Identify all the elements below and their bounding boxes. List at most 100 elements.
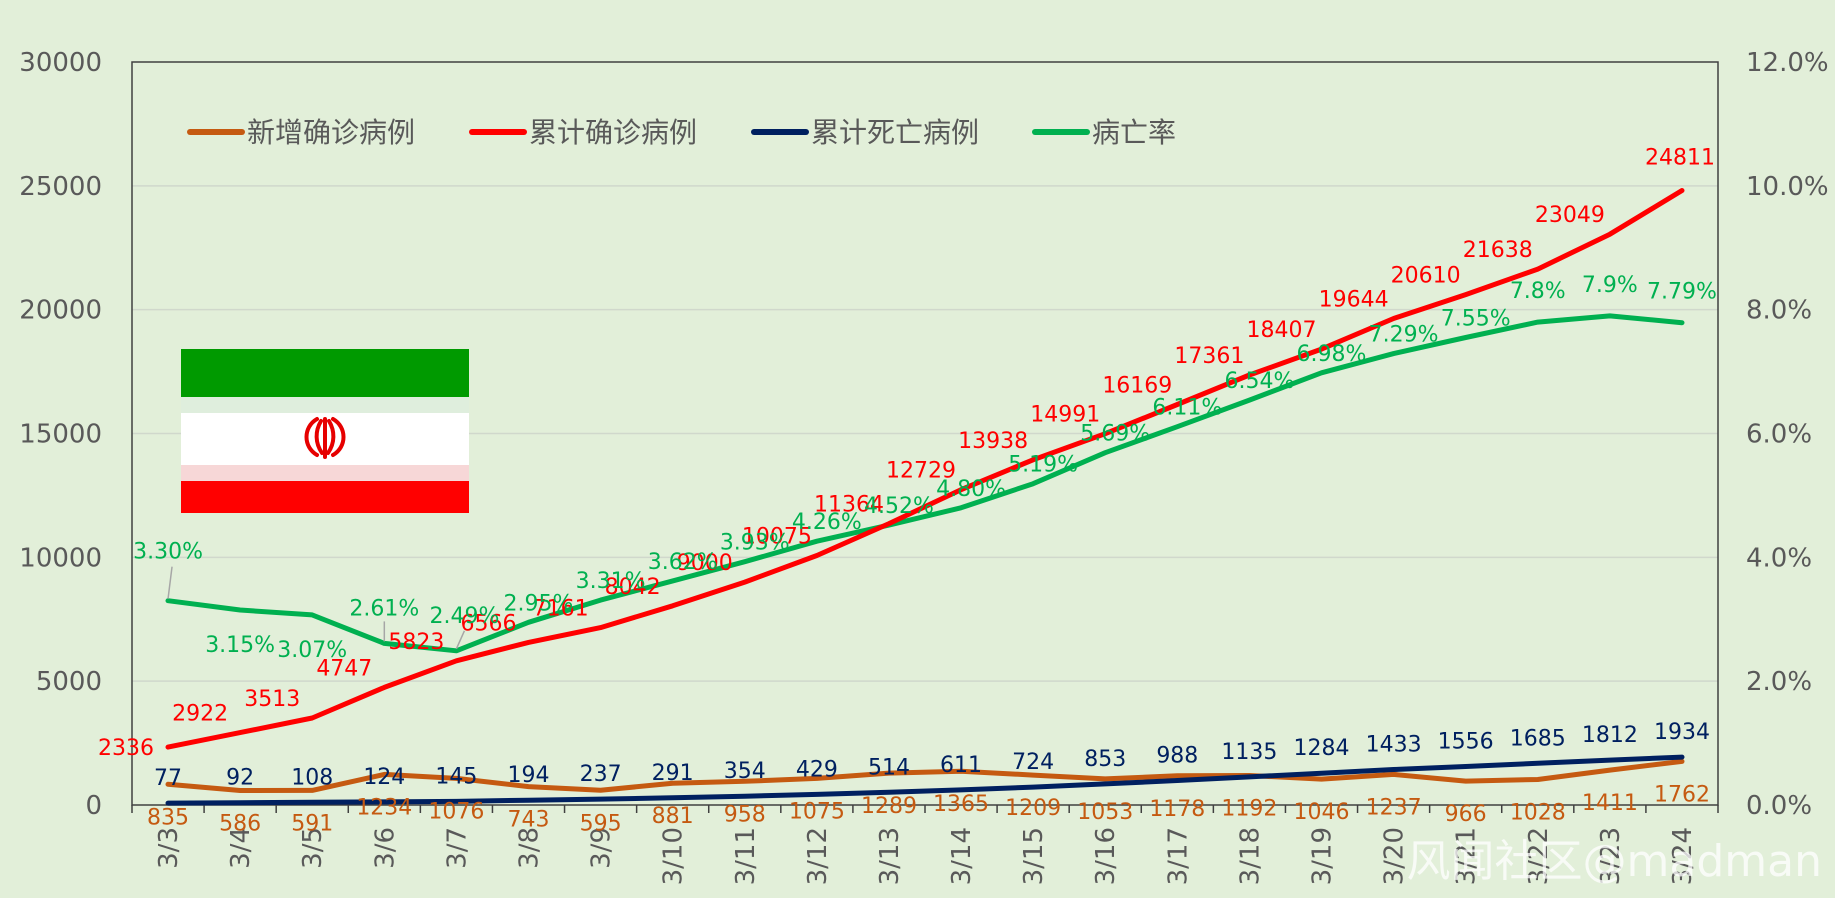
deaths-label: 291	[652, 761, 694, 786]
fatality-rate-label: 6.11%	[1152, 396, 1222, 421]
x-tick-label: 3/4	[226, 827, 256, 869]
total-cases-label: 23049	[1535, 203, 1605, 228]
new-cases-label: 1053	[1077, 800, 1133, 825]
y-left-tick-label: 15000	[19, 420, 102, 450]
total-cases-label: 2922	[172, 702, 228, 727]
total-cases-label: 21638	[1463, 238, 1533, 263]
new-cases-label: 1028	[1510, 801, 1566, 826]
series-lines	[165, 188, 1685, 806]
y-right-tick-label: 0.0%	[1746, 791, 1812, 821]
legend-label-1: 累计确诊病例	[529, 116, 697, 149]
x-tick-label: 3/13	[875, 827, 905, 885]
total-cases-label: 2336	[98, 736, 154, 761]
x-tick-label: 3/24	[1668, 827, 1698, 885]
fatality-rate-label: 3.15%	[205, 633, 275, 658]
total-cases-label: 19644	[1319, 287, 1389, 312]
y-left-tick-label: 10000	[19, 543, 102, 573]
y-right-tick-label: 10.0%	[1746, 172, 1829, 202]
y-right-tick-label: 6.0%	[1746, 420, 1812, 450]
new-cases-label: 1178	[1149, 797, 1205, 822]
fatality-rate-label: 3.30%	[133, 540, 203, 565]
deaths-label: 194	[508, 763, 550, 788]
deaths-label: 1284	[1294, 736, 1350, 761]
fatality-rate-label: 6.54%	[1224, 369, 1294, 394]
new-cases-label: 1234	[356, 795, 412, 820]
fatality-rate-label: 2.95%	[504, 591, 574, 616]
fatality-rate-label: 7.9%	[1582, 273, 1638, 298]
deaths-label: 92	[226, 766, 254, 791]
watermark: 风闻社区@madman	[1407, 836, 1822, 887]
y-right-tick-label: 4.0%	[1746, 543, 1812, 573]
x-tick-label: 3/6	[370, 827, 400, 869]
total-cases-label: 8042	[605, 575, 661, 600]
deaths-label: 1934	[1654, 720, 1710, 745]
total-cases-label: 7161	[533, 597, 589, 622]
deaths-label: 1812	[1582, 723, 1638, 748]
fatality-rate-label: 2.61%	[349, 596, 419, 621]
x-tick-label: 3/23	[1596, 827, 1626, 885]
y-left-tick-label: 25000	[19, 172, 102, 202]
total-cases-label: 12729	[886, 459, 956, 484]
new-cases-label: 1076	[428, 799, 484, 824]
total-cases-label: 4747	[316, 656, 372, 681]
deaths-label: 145	[435, 764, 477, 789]
deaths-label: 108	[291, 765, 333, 790]
total-cases-label: 14991	[1030, 403, 1100, 428]
x-tick-label: 3/14	[947, 827, 977, 885]
fatality-rate-label: 3.31%	[576, 569, 646, 594]
new-cases-label: 586	[219, 811, 261, 836]
new-cases-label: 881	[652, 804, 694, 829]
legend-label-2: 累计死亡病例	[811, 116, 979, 149]
fatality-rate-label: 5.19%	[1008, 453, 1078, 478]
deaths-label: 724	[1012, 750, 1054, 775]
x-tick-label: 3/3	[154, 827, 184, 869]
deaths-label: 988	[1156, 744, 1198, 769]
y-axis-right: 0.0% 2.0% 4.0% 6.0% 8.0% 10.0% 12.0%	[1746, 48, 1829, 821]
x-tick-label: 3/20	[1380, 827, 1410, 885]
total-cases-label: 20610	[1391, 264, 1461, 289]
y-axis-left: 0 5000 10000 15000 20000 25000 30000	[19, 48, 102, 821]
deaths-label: 429	[796, 757, 838, 782]
series-line-0	[165, 758, 1685, 793]
new-cases-label: 1237	[1366, 795, 1422, 820]
legend-label-0: 新增确诊病例	[247, 116, 415, 149]
deaths-label: 1685	[1510, 726, 1566, 751]
y-left-tick-label: 30000	[19, 48, 102, 78]
fatality-rate-label: 4.26%	[792, 510, 862, 535]
x-tick-label: 3/9	[587, 827, 617, 869]
y-left-tick-label: 0	[85, 791, 102, 821]
data-labels: 835 586 591 1234 1076 743 595 881 958 1075 1289 136…	[98, 146, 1717, 837]
new-cases-label: 1289	[861, 794, 917, 819]
fatality-rate-label: 3.93%	[720, 531, 790, 556]
total-cases-label: 24811	[1645, 146, 1715, 171]
total-cases-label: 3513	[244, 687, 300, 712]
total-cases-label: 6566	[461, 611, 517, 636]
iran-flag	[181, 349, 469, 513]
y-right-tick-label: 2.0%	[1746, 667, 1812, 697]
new-cases-label: 595	[580, 811, 622, 836]
fatality-rate-label: 3.07%	[277, 638, 347, 663]
total-cases-label: 11364	[814, 493, 884, 518]
fatality-rate-label: 5.69%	[1080, 422, 1150, 447]
series-line-3	[165, 313, 1685, 654]
x-tick-label: 3/15	[1019, 827, 1049, 885]
y-left-tick-label: 5000	[36, 667, 102, 697]
x-tick-label: 3/19	[1308, 827, 1338, 885]
fatality-rate-label: 4.80%	[936, 477, 1006, 502]
fatality-rate-label: 3.62%	[648, 550, 718, 575]
deaths-label: 237	[580, 762, 622, 787]
fatality-rate-label: 7.8%	[1510, 279, 1566, 304]
new-cases-label: 958	[724, 802, 766, 827]
deaths-label: 124	[363, 765, 405, 790]
deaths-label: 611	[940, 753, 982, 778]
new-cases-label: 1762	[1654, 782, 1710, 807]
y-right-tick-label: 12.0%	[1746, 48, 1829, 78]
total-cases-label: 10075	[742, 524, 812, 549]
new-cases-label: 1075	[789, 799, 845, 824]
total-cases-label: 16169	[1102, 374, 1172, 399]
x-tick-label: 3/17	[1163, 827, 1193, 885]
deaths-label: 77	[154, 766, 182, 791]
series-line-2	[165, 754, 1685, 806]
x-tick-label: 3/8	[515, 827, 545, 869]
fatality-rate-label: 4.52%	[864, 494, 934, 519]
